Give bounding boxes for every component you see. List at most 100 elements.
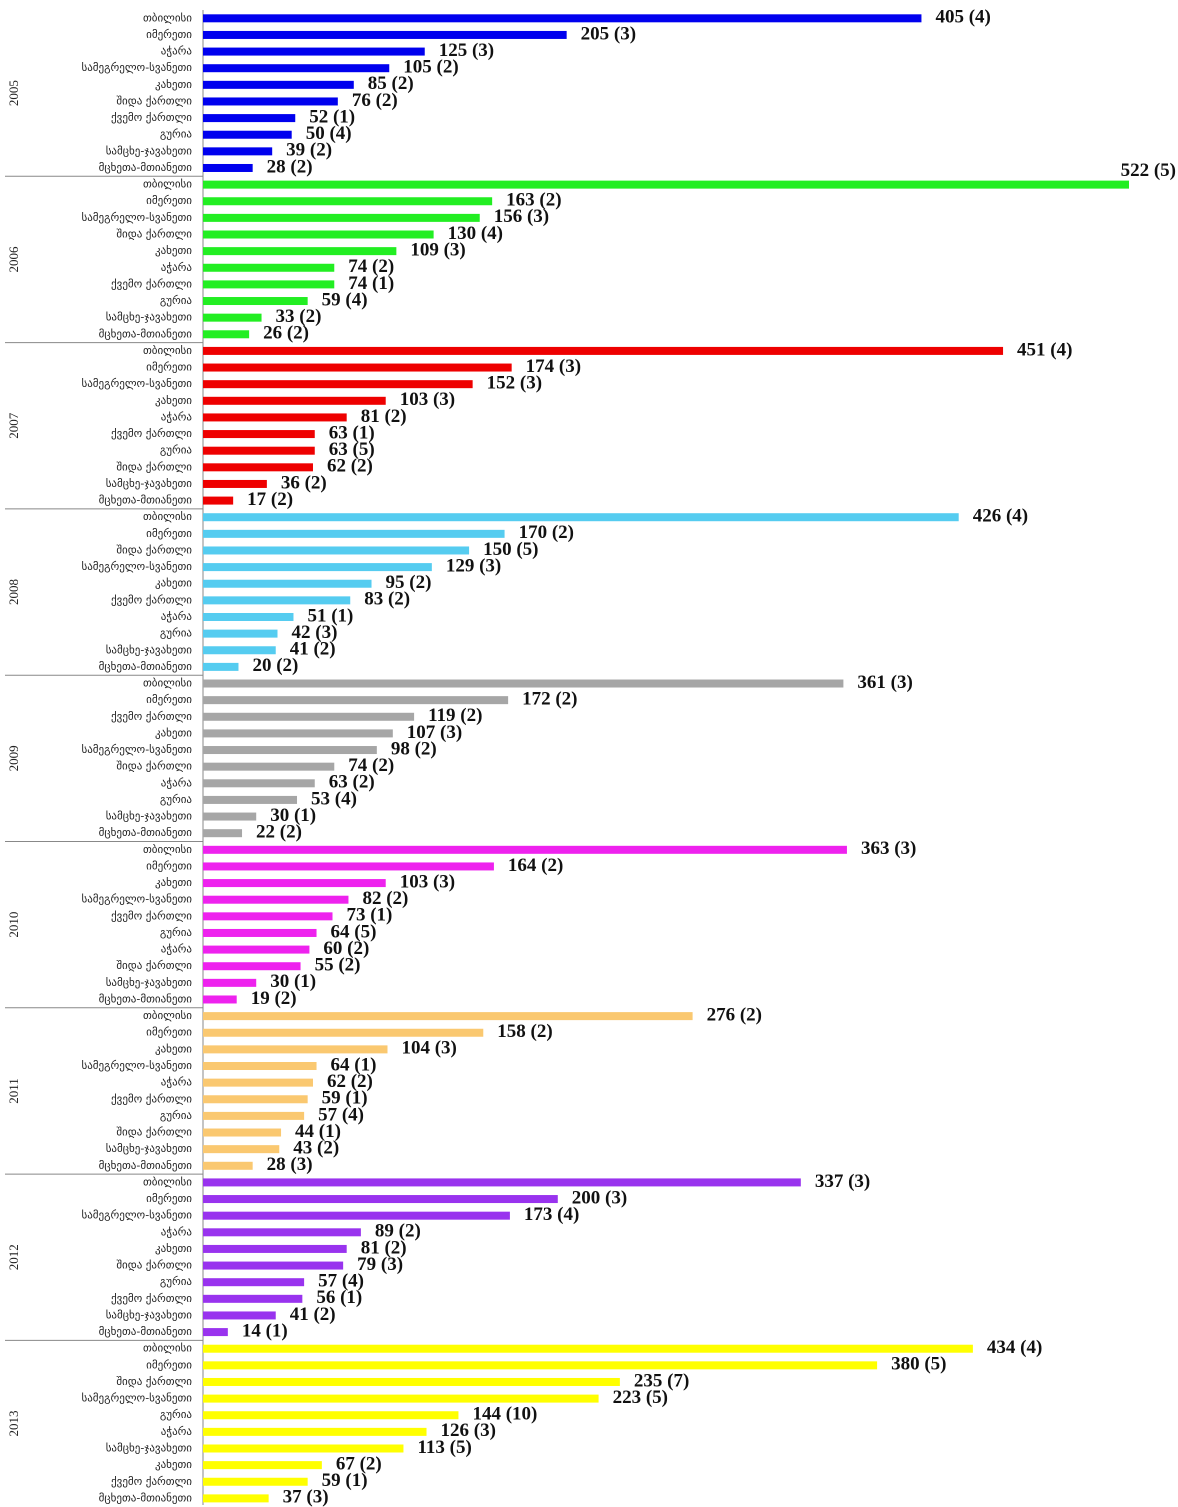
bar [203,862,494,871]
value-label: 83 (2) [364,589,410,610]
category-label: ქვემო ქართლი [111,427,192,440]
value-label: 95 (2) [386,572,432,593]
bar [203,1178,801,1187]
category-label: სამეგრელო-სვანეთი [81,61,192,74]
value-label: 17 (2) [247,489,293,510]
category-label: იმერეთი [146,1358,192,1371]
value-label: 426 (4) [973,506,1028,527]
bar [203,1294,303,1303]
value-label: 361 (3) [857,672,912,693]
value-label: 235 (7) [634,1370,689,1391]
value-label: 85 (2) [368,73,414,94]
bar [203,80,354,89]
value-label: 98 (2) [391,738,437,759]
value-label: 103 (3) [400,871,455,892]
category-label: სამცხე-ჯავახეთი [106,144,193,157]
value-label: 434 (4) [987,1337,1042,1358]
value-label: 119 (2) [428,705,482,726]
bar [203,978,257,987]
bar [203,1012,693,1021]
bar [203,430,315,439]
bar [203,1045,388,1054]
category-label: აჭარა [161,1425,193,1438]
bar [203,14,922,23]
category-label: აჭარა [161,943,193,956]
value-label: 107 (3) [407,722,462,743]
bar [203,1028,484,1037]
value-label: 28 (2) [267,156,313,177]
category-label: აჭარა [161,776,193,789]
category-label: აჭარა [161,261,193,274]
category-label: იმერეთი [146,859,192,872]
value-label: 52 (1) [309,106,355,127]
value-label: 109 (3) [410,239,465,260]
bar [203,779,315,788]
category-label: სამცხე-ჯავახეთი [106,976,193,989]
category-label: იმერეთი [146,1192,192,1205]
category-label: იმერეთი [146,28,192,41]
category-label: სამეგრელო-სვანეთი [81,1392,192,1405]
group-label: 2005 [6,80,21,106]
category-label: აჭარა [161,1225,193,1238]
bar [203,829,243,838]
bar [203,363,512,372]
category-label: იმერეთი [146,361,192,374]
category-label: სამცხე-ჯავახეთი [106,1142,193,1155]
bar [203,479,267,488]
value-label: 89 (2) [375,1221,421,1242]
value-label: 522 (5) [1121,160,1176,181]
value-label: 56 (1) [316,1287,362,1308]
bar [203,1145,280,1154]
category-label: თბილისი [143,344,192,357]
bar [203,1461,322,1470]
value-label: 59 (1) [322,1470,368,1491]
group-label: 2008 [6,579,21,605]
bar [203,712,415,721]
value-label: 164 (2) [508,855,563,876]
category-label: გურია [160,926,193,939]
bar [203,1427,427,1436]
value-label: 39 (2) [286,140,332,161]
category-label: სამცხე-ჯავახეთი [106,477,193,490]
value-label: 125 (3) [439,40,494,61]
bar [203,280,335,289]
category-label: ქვემო ქართლი [111,1092,192,1105]
category-label: სამცხე-ჯავახეთი [106,1308,193,1321]
value-label: 55 (2) [315,955,361,976]
value-label: 81 (2) [361,406,407,427]
bar [203,1477,308,1486]
category-label: კახეთი [155,577,192,590]
bar [203,1444,404,1453]
value-label: 170 (2) [519,522,574,543]
category-label: ქვემო ქართლი [111,1292,192,1305]
category-label: თბილისი [143,510,192,523]
value-label: 41 (2) [290,1304,336,1325]
group-label: 2009 [6,745,21,771]
category-label: გურია [160,627,193,640]
category-label: მცხეთა-მთიანეთი [99,992,193,1005]
bar [203,895,349,904]
value-label: 62 (2) [327,1071,373,1092]
value-label: 42 (3) [292,622,338,643]
value-label: 64 (5) [331,921,377,942]
value-label: 22 (2) [256,822,302,843]
bar [203,163,253,172]
bar [203,213,480,222]
category-label: ქვემო ქართლი [111,909,192,922]
category-label: მცხეთა-მთიანეთი [99,161,193,174]
value-label: 60 (2) [323,938,369,959]
value-label: 73 (1) [346,905,392,926]
value-label: 363 (3) [861,838,916,859]
bar [203,413,347,422]
value-label: 63 (1) [329,422,375,443]
value-label: 174 (3) [526,356,581,377]
category-label: სამეგრელო-სვანეთი [81,377,192,390]
group-label: 2012 [6,1244,21,1270]
bar [203,762,335,771]
category-label: კახეთი [155,244,192,257]
category-label: მცხეთა-მთიანეთი [99,660,193,673]
value-label: 405 (4) [935,7,990,28]
category-label: კახეთი [155,1242,192,1255]
